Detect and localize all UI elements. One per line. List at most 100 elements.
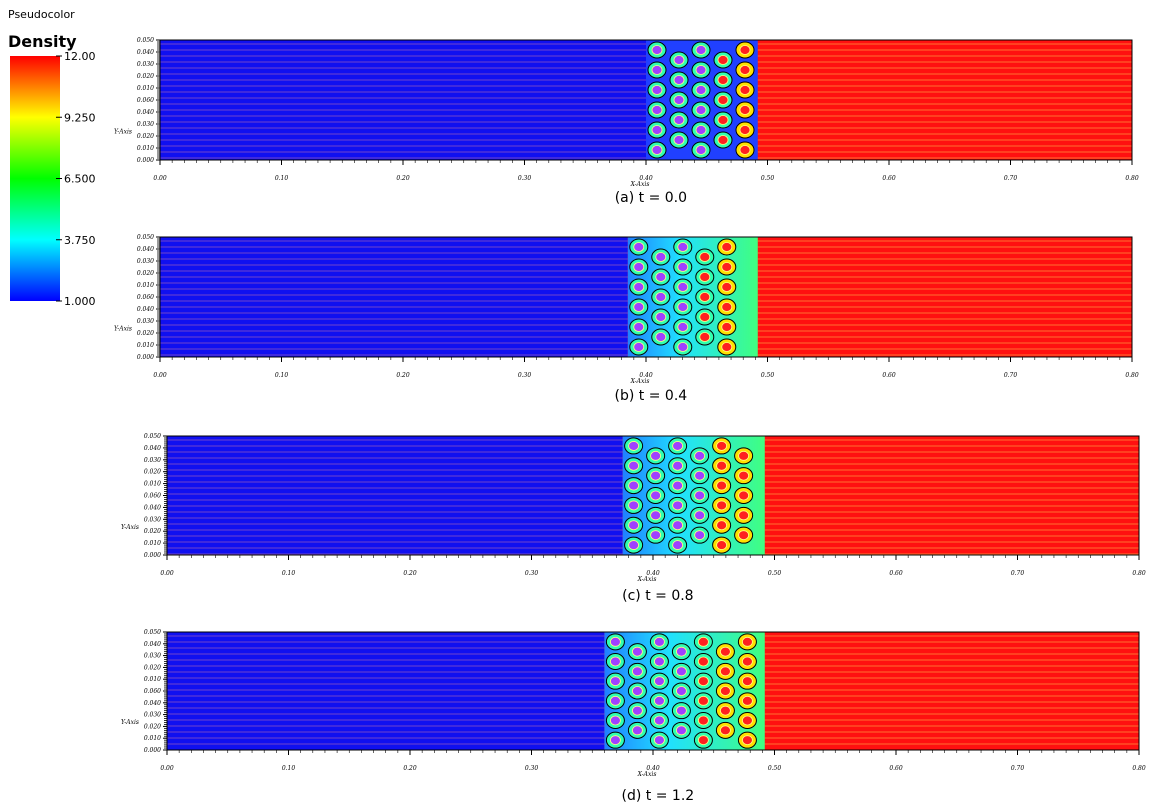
contour-core xyxy=(717,75,729,85)
contour-core xyxy=(632,666,643,677)
y-tick-label: 0.060 xyxy=(144,493,161,500)
x-axis-label: X-Axis xyxy=(630,181,650,188)
contour-core xyxy=(695,65,707,75)
x-tick-label: 0.40 xyxy=(646,570,660,577)
x-tick-label: 0.30 xyxy=(525,570,539,577)
contour-core xyxy=(739,105,751,115)
colorbar-tick-label: 3.750 xyxy=(64,234,96,247)
x-tick-label: 0.00 xyxy=(153,175,167,182)
x-tick-label: 0.60 xyxy=(882,372,896,379)
contour-core xyxy=(720,686,731,696)
contour-core xyxy=(651,125,663,135)
contour-core xyxy=(672,540,684,550)
contour-core xyxy=(717,115,729,125)
contour-core xyxy=(699,312,711,322)
contour-core xyxy=(633,282,645,292)
contour-core xyxy=(610,695,621,706)
contour-core xyxy=(610,656,621,667)
x-tick-label: 0.20 xyxy=(403,765,417,772)
x-tick-label: 0.80 xyxy=(1132,765,1146,772)
contour-core xyxy=(610,735,621,746)
contour-core xyxy=(742,656,753,667)
y-tick-label: 0.030 xyxy=(144,457,161,464)
y-tick-label: 0.050 xyxy=(137,234,154,241)
y-axis-label: Y-Axis xyxy=(121,524,139,531)
contour-core xyxy=(628,460,640,471)
contour-core xyxy=(716,540,728,550)
contour-core xyxy=(676,725,687,736)
contour-core xyxy=(654,656,665,667)
field-low xyxy=(160,40,646,160)
contour-core xyxy=(739,45,751,55)
x-tick-label: 0.10 xyxy=(275,372,289,379)
x-tick-label: 0.20 xyxy=(403,570,417,577)
y-tick-label: 0.020 xyxy=(144,723,161,730)
contour-core xyxy=(651,65,663,75)
contour-core xyxy=(720,725,731,736)
contour-core xyxy=(655,312,667,322)
contour-core xyxy=(628,500,640,511)
x-tick-label: 0.00 xyxy=(160,570,174,577)
caption: (d) t = 1.2 xyxy=(622,788,695,804)
contour-core xyxy=(673,55,685,65)
x-tick-label: 0.60 xyxy=(889,765,903,772)
x-tick-label: 0.80 xyxy=(1132,570,1146,577)
y-tick-label: 0.010 xyxy=(144,676,161,683)
contour-core xyxy=(717,95,729,105)
contour-core xyxy=(628,480,640,491)
contour-core xyxy=(699,292,711,302)
contour-core xyxy=(633,302,645,312)
contour-core xyxy=(695,145,707,155)
contour-core xyxy=(655,272,667,282)
contour-core xyxy=(721,322,733,332)
colorbar xyxy=(10,56,60,301)
contour-core xyxy=(742,676,753,687)
x-tick-label: 0.70 xyxy=(1011,570,1025,577)
contour-core xyxy=(654,676,665,687)
contour-core xyxy=(698,656,709,667)
contour-core xyxy=(673,95,685,105)
contour-core xyxy=(651,45,663,55)
y-tick-label: 0.020 xyxy=(144,469,161,476)
contour-core xyxy=(654,715,665,726)
contour-core xyxy=(694,450,706,461)
contour-core xyxy=(676,686,687,696)
y-tick-label: 0.050 xyxy=(137,37,154,44)
contour-core xyxy=(654,636,665,647)
contour-core xyxy=(650,510,662,521)
y-tick-label: 0.040 xyxy=(144,641,161,648)
contour-core xyxy=(650,450,662,461)
contour-core xyxy=(633,322,645,332)
contour-core xyxy=(698,715,709,726)
y-tick-label: 0.030 xyxy=(144,712,161,719)
contour-core xyxy=(677,342,689,352)
x-tick-label: 0.70 xyxy=(1011,765,1025,772)
contour-core xyxy=(739,145,751,155)
contour-core xyxy=(698,636,709,647)
y-tick-label: 0.010 xyxy=(137,282,154,289)
contour-core xyxy=(720,666,731,677)
legend-title: Density xyxy=(8,32,77,51)
contour-core xyxy=(698,735,709,746)
contour-core xyxy=(739,125,751,135)
y-tick-label: 0.020 xyxy=(144,528,161,535)
y-tick-label: 0.030 xyxy=(137,121,154,128)
y-tick-label: 0.010 xyxy=(144,481,161,488)
contour-core xyxy=(610,676,621,687)
contour-core xyxy=(677,282,689,292)
x-tick-label: 0.50 xyxy=(768,765,782,772)
colorbar-tick-label: 6.500 xyxy=(64,173,96,186)
y-tick-label: 0.000 xyxy=(144,747,161,754)
contour-core xyxy=(672,460,684,471)
x-tick-label: 0.10 xyxy=(282,570,296,577)
field-mix xyxy=(646,40,758,160)
x-tick-label: 0.20 xyxy=(396,372,410,379)
x-axis-label: X-Axis xyxy=(637,771,657,778)
colorbar-tick-label: 1.000 xyxy=(64,295,96,308)
y-tick-label: 0.020 xyxy=(137,133,154,140)
contour-core xyxy=(673,115,685,125)
contour-core xyxy=(655,292,667,302)
contour-core xyxy=(739,65,751,75)
x-tick-label: 0.00 xyxy=(160,765,174,772)
